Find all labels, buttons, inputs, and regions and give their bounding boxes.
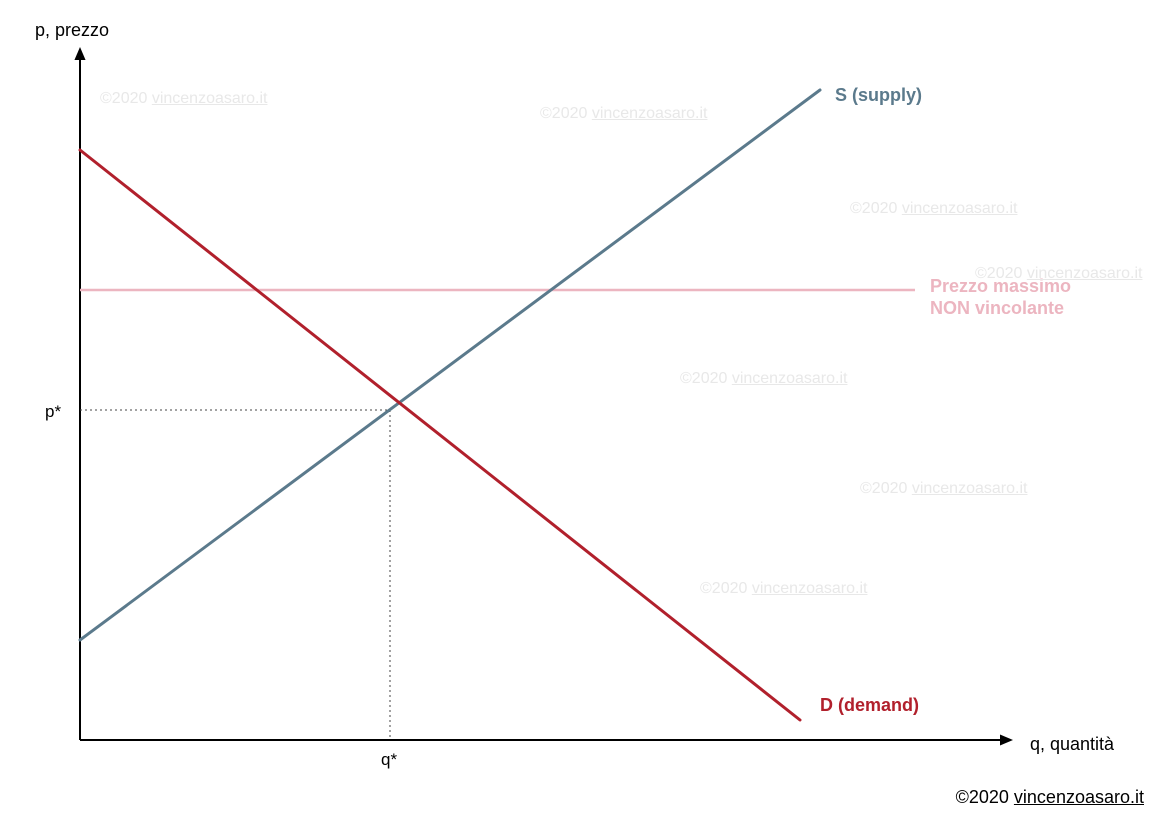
p-star-label: p* xyxy=(45,402,61,422)
credit-prefix: ©2020 xyxy=(956,787,1014,807)
price-ceiling-label-line2: NON vincolante xyxy=(930,297,1071,319)
chart-container: p, prezzo q, quantità p* q* S (supply) D… xyxy=(0,0,1160,820)
economics-chart xyxy=(0,0,1160,820)
price-ceiling-label: Prezzo massimo NON vincolante xyxy=(930,275,1071,319)
demand-curve-label: D (demand) xyxy=(820,695,919,716)
credit-text: ©2020 vincenzoasaro.it xyxy=(956,787,1144,808)
price-ceiling-label-line1: Prezzo massimo xyxy=(930,275,1071,297)
supply-curve-label: S (supply) xyxy=(835,85,922,106)
x-axis-label: q, quantità xyxy=(1030,734,1114,755)
credit-link: vincenzoasaro.it xyxy=(1014,787,1144,807)
q-star-label: q* xyxy=(381,750,397,770)
y-axis-label: p, prezzo xyxy=(35,20,109,41)
